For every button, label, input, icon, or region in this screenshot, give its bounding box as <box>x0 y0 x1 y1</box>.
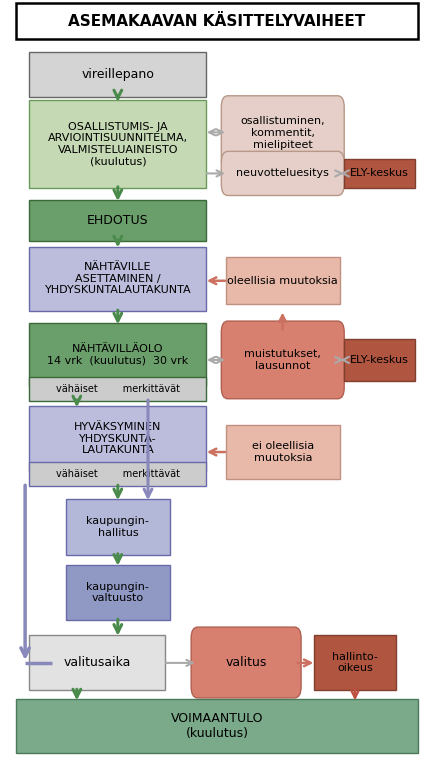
FancyBboxPatch shape <box>221 151 344 196</box>
Text: valitusaika: valitusaika <box>64 656 131 669</box>
Text: vähäiset        merkittävät: vähäiset merkittävät <box>56 384 180 394</box>
Text: kaupungin-
valtuusto: kaupungin- valtuusto <box>86 581 149 604</box>
FancyBboxPatch shape <box>30 247 206 311</box>
Text: kaupungin-
hallitus: kaupungin- hallitus <box>86 516 149 538</box>
FancyBboxPatch shape <box>30 100 206 188</box>
FancyBboxPatch shape <box>344 159 415 188</box>
FancyBboxPatch shape <box>221 321 344 399</box>
FancyBboxPatch shape <box>66 565 170 620</box>
Text: NÄHTÄVILLÄOLO
14 vrk  (kuulutus)  30 vrk: NÄHTÄVILLÄOLO 14 vrk (kuulutus) 30 vrk <box>47 344 188 365</box>
Text: ASEMAKAAVAN KÄSITTELYVAIHEET: ASEMAKAAVAN KÄSITTELYVAIHEET <box>69 14 365 29</box>
FancyBboxPatch shape <box>16 3 418 40</box>
Text: vireillepano: vireillepano <box>82 68 154 81</box>
FancyBboxPatch shape <box>16 699 418 753</box>
Text: neuvotteluesitys: neuvotteluesitys <box>237 168 329 179</box>
Text: hallinto-
oikeus: hallinto- oikeus <box>332 652 378 673</box>
FancyBboxPatch shape <box>226 257 340 304</box>
FancyBboxPatch shape <box>30 323 206 386</box>
Text: oleellisia muutoksia: oleellisia muutoksia <box>227 276 338 286</box>
Text: ELY-keskus: ELY-keskus <box>350 355 409 365</box>
Text: valitus: valitus <box>225 656 267 669</box>
FancyBboxPatch shape <box>314 635 396 691</box>
FancyBboxPatch shape <box>30 406 206 471</box>
Text: EHDOTUS: EHDOTUS <box>87 214 148 227</box>
Text: NÄHTÄVILLE
ASETTAMINEN /
YHDYSKUNTALAUTAKUNTA: NÄHTÄVILLE ASETTAMINEN / YHDYSKUNTALAUTA… <box>45 262 191 296</box>
Text: VOIMAANTULO
(kuulutus): VOIMAANTULO (kuulutus) <box>171 712 263 740</box>
Text: HYVÄKSYMINEN
YHDYSKUNTA-
LAUTAKUNTA: HYVÄKSYMINEN YHDYSKUNTA- LAUTAKUNTA <box>74 422 161 455</box>
FancyBboxPatch shape <box>30 377 206 401</box>
FancyBboxPatch shape <box>30 635 165 691</box>
FancyBboxPatch shape <box>191 627 301 698</box>
Text: muistutukset,
lausunnot: muistutukset, lausunnot <box>244 349 321 371</box>
FancyBboxPatch shape <box>30 200 206 241</box>
Text: ELY-keskus: ELY-keskus <box>350 168 409 179</box>
Text: ei oleellisia
muutoksia: ei oleellisia muutoksia <box>252 442 314 463</box>
Text: OSALLISTUMIS- JA
ARVIOINTISUUNNITELMA,
VALMISTELUAINEISTO
(kuulutus): OSALLISTUMIS- JA ARVIOINTISUUNNITELMA, V… <box>48 121 188 167</box>
FancyBboxPatch shape <box>344 338 415 381</box>
FancyBboxPatch shape <box>226 426 340 479</box>
FancyBboxPatch shape <box>66 499 170 555</box>
FancyBboxPatch shape <box>30 462 206 487</box>
Text: osallistuminen,
kommentit,
mielipiteet: osallistuminen, kommentit, mielipiteet <box>240 116 325 150</box>
FancyBboxPatch shape <box>30 53 206 96</box>
Text: vähäiset        merkittävät: vähäiset merkittävät <box>56 469 180 479</box>
FancyBboxPatch shape <box>221 96 344 170</box>
